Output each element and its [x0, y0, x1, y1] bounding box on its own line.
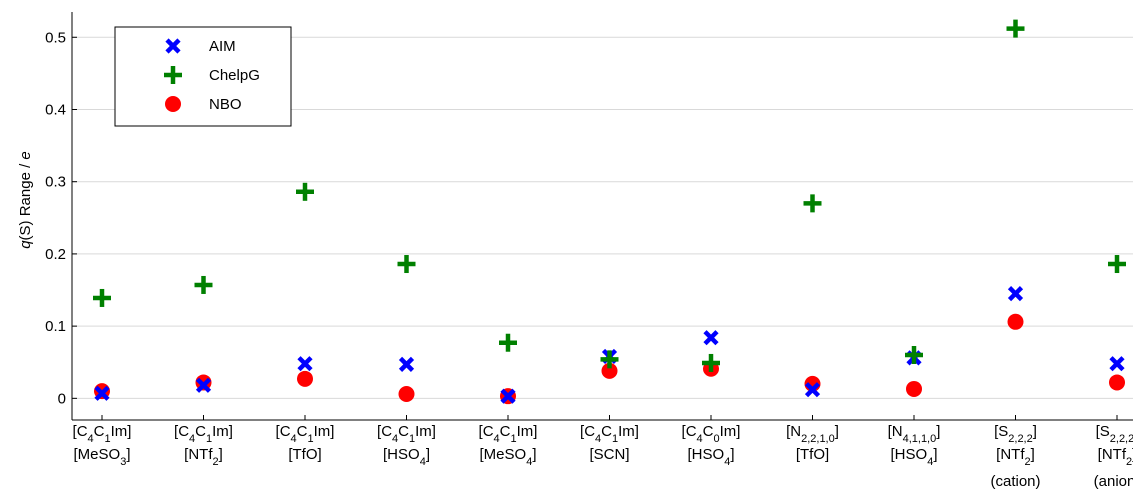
marker-nbo	[1109, 374, 1125, 391]
marker-aim	[500, 388, 516, 404]
marker-chelpg	[905, 346, 923, 365]
category-label-line2: [TfO]	[796, 446, 829, 463]
category-label-line2: [NTf2]	[1098, 446, 1133, 468]
y-tick-labels: 0 0.1 0.2 0.3 0.4 0.5	[45, 29, 66, 407]
category-label-line2: [HSO4]	[688, 446, 735, 468]
category-label-line1: [C4C1Im]	[580, 423, 639, 445]
marker-aim	[94, 385, 110, 401]
legend-marker-nbo	[165, 96, 181, 112]
category-label-line1: [C4C1Im]	[73, 423, 132, 445]
y-tick-label: 0.5	[45, 29, 66, 46]
category-label-line1: [S2,2,2]	[994, 423, 1037, 445]
legend-marker-aim	[165, 38, 181, 54]
legend-label-chelpg: ChelpG	[209, 67, 260, 84]
category-label-line1: [C4C1Im]	[479, 423, 538, 445]
marker-chelpg	[1006, 19, 1025, 38]
marker-aim	[1109, 356, 1125, 372]
category-label-line2: [HSO4]	[383, 446, 430, 468]
category-label-line2: [TfO]	[288, 446, 321, 463]
category-label-line1: [C4C1Im]	[174, 423, 233, 445]
category-labels: [C4C1Im][MeSO3][C4C1Im][NTf2][C4C1Im][Tf…	[73, 423, 1133, 490]
y-axis-title: q(S) Range / e	[17, 151, 34, 249]
y-tick-label: 0.3	[45, 174, 66, 191]
marker-aim	[398, 356, 415, 372]
marker-nbo	[601, 362, 618, 379]
legend-marker-chelpg	[164, 66, 182, 84]
category-label-line2: [SCN]	[589, 446, 629, 463]
legend-box	[114, 26, 292, 127]
category-label-line3: (cation)	[990, 473, 1040, 490]
marker-chelpg	[194, 275, 213, 294]
legend-label-nbo: NBO	[209, 96, 242, 113]
category-label-line2: [NTf2]	[996, 446, 1035, 468]
data-markers	[93, 19, 1126, 405]
marker-chelpg	[702, 353, 720, 372]
y-tick-label: 0.4	[45, 101, 66, 118]
marker-aim	[297, 356, 313, 372]
marker-nbo	[906, 380, 922, 397]
marker-chelpg	[93, 288, 111, 307]
y-tick-label: 0	[58, 390, 66, 407]
marker-nbo	[398, 386, 415, 403]
marker-chelpg	[296, 182, 314, 201]
marker-nbo	[297, 370, 313, 387]
category-label-line1: [N2,2,1,0]	[786, 423, 839, 445]
category-label-line1: [C4C1Im]	[276, 423, 335, 445]
legend-label-aim: AIM	[209, 38, 236, 55]
marker-chelpg	[1108, 255, 1126, 274]
category-label-line1: [C4C0Im]	[682, 423, 741, 445]
marker-aim	[804, 382, 821, 398]
marker-chelpg	[499, 333, 517, 352]
legend: AIM ChelpG NBO	[114, 26, 292, 127]
category-label-line2: [HSO4]	[891, 446, 938, 468]
marker-chelpg	[397, 255, 416, 274]
category-label-line2: [MeSO3]	[74, 446, 131, 468]
marker-aim	[1007, 286, 1024, 302]
marker-nbo	[1007, 313, 1024, 330]
category-label-line3: (anion)	[1094, 473, 1133, 490]
category-label-line2: [NTf2]	[184, 446, 223, 468]
category-label-line1: [N4,1,1,0]	[888, 423, 941, 445]
marker-aim	[703, 330, 719, 346]
category-label-line2: [MeSO4]	[480, 446, 537, 468]
marker-chelpg	[803, 194, 822, 213]
marker-aim	[195, 377, 212, 393]
y-tick-label: 0.1	[45, 318, 66, 335]
category-label-line1: [C4C1Im]	[377, 423, 436, 445]
axes	[71, 12, 1133, 421]
marker-chelpg	[600, 350, 619, 369]
y-tick-label: 0.2	[45, 246, 66, 263]
category-label-line1: [S2,2,2]	[1096, 423, 1133, 445]
